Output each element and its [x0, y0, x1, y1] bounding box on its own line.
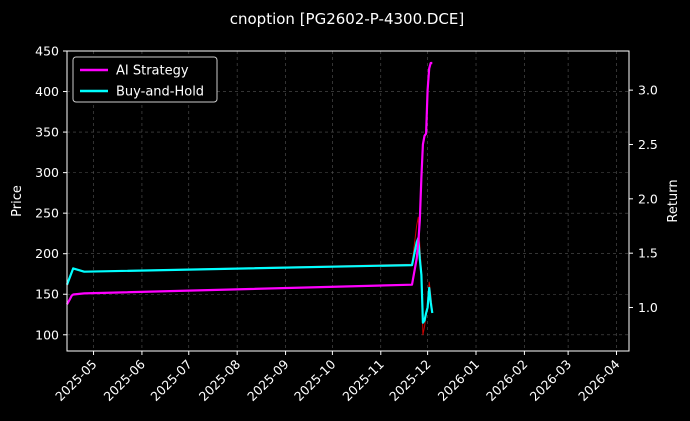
y-left-tick-label: 100 — [35, 327, 59, 342]
y-axis-left: 100 150 200 250 300 350 400 450 — [35, 44, 67, 342]
chart-title: cnoption [PG2602-P-4300.DCE] — [230, 10, 465, 28]
y-left-tick-label: 350 — [35, 125, 59, 140]
y-right-tick-label: 1.5 — [638, 246, 658, 261]
y-left-tick-label: 400 — [35, 84, 59, 99]
y-right-tick-label: 3.0 — [638, 83, 658, 98]
y-left-tick-label: 300 — [35, 165, 59, 180]
y-left-tick-label: 250 — [35, 206, 59, 221]
series-layer — [65, 61, 434, 336]
y-left-tick-label: 450 — [35, 44, 59, 59]
y-axis-right-label: Return — [666, 179, 681, 222]
y-axis-left-label: Price — [10, 185, 25, 217]
y-left-tick-label: 150 — [35, 287, 59, 302]
y-right-tick-label: 2.0 — [638, 191, 658, 206]
y-right-tick-label: 2.5 — [638, 137, 658, 152]
legend: AI Strategy Buy-and-Hold — [72, 56, 218, 103]
legend-box — [72, 56, 218, 103]
series-line-ai-strategy — [66, 61, 433, 305]
legend-label-ai-strategy: AI Strategy — [116, 64, 189, 79]
legend-label-buy-and-hold: Buy-and-Hold — [116, 85, 204, 100]
series-line-buy-and-hold — [65, 236, 434, 324]
y-right-tick-label: 1.0 — [638, 300, 658, 315]
y-axis-right: 1.0 1.5 2.0 2.5 3.0 — [629, 83, 658, 315]
plot-frame — [66, 50, 630, 352]
y-left-tick-label: 200 — [35, 246, 59, 261]
